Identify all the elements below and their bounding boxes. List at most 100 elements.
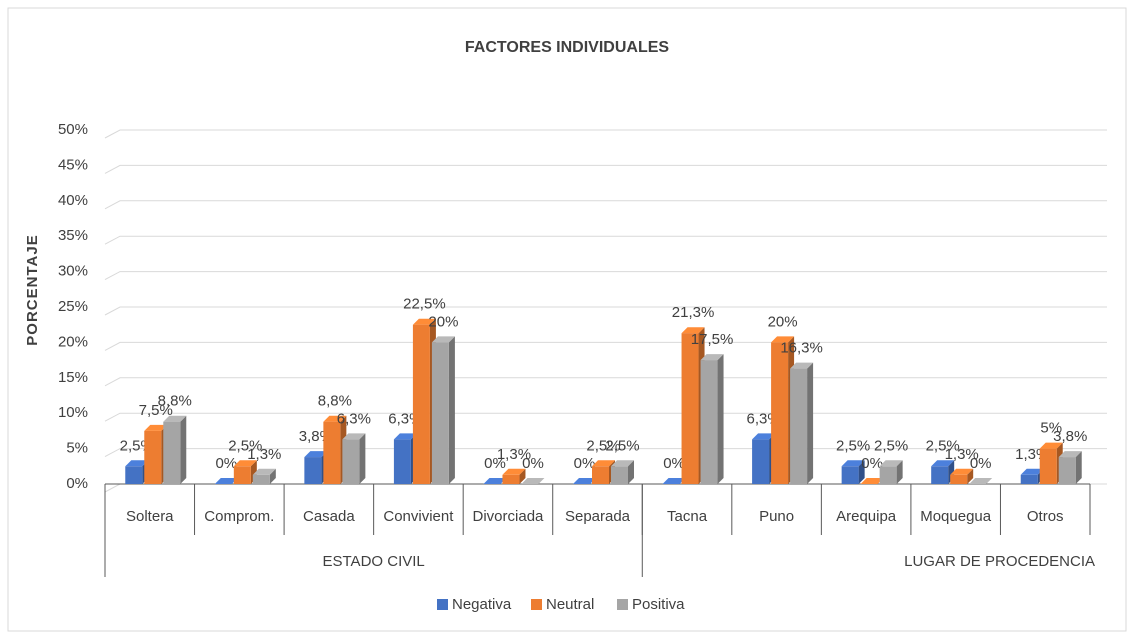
grid-line [104,200,1107,210]
bar [233,466,251,484]
y-tick-label: 30% [58,263,88,280]
chart-border [7,7,1127,632]
data-label: 2,5% [586,437,620,454]
x-tick-label: Separada [565,508,631,525]
y-tick-label: 35% [58,227,88,244]
bar-top [1039,442,1063,449]
bar-3d [502,468,526,484]
bar-3d [573,478,596,484]
data-label: 0% [970,455,992,472]
bar-side [180,415,187,484]
y-tick-label: 40% [58,192,88,209]
bar-3d [342,433,366,484]
data-label: 2,5% [874,437,908,454]
data-label: 0% [574,455,596,472]
data-label: 0% [861,455,883,472]
y-tick-label: 50% [58,121,88,138]
legend-swatch [531,599,542,610]
grid-line [104,129,1107,139]
data-label: 20% [428,313,458,330]
bar-side [1075,451,1082,484]
bar [879,466,897,484]
data-label: 1,3% [247,446,281,463]
bar-side [448,336,455,484]
x-tick-label: Soltera [126,508,174,525]
bar-3d [879,460,903,484]
x-tick-label: Casada [303,508,355,525]
bar [431,342,449,484]
grid-line [104,306,1107,316]
data-label: 17,5% [691,331,734,348]
bar [1058,457,1076,484]
bar-side [896,460,903,484]
bar-top [969,478,993,484]
bar-side [628,460,634,484]
data-label: 16,3% [780,340,823,357]
bar-3d [969,478,993,484]
bar [681,333,699,484]
bar [502,474,520,484]
y-tick-label: 45% [58,156,88,173]
bar [323,421,341,484]
data-label: 6,3% [337,410,371,427]
data-label: 1,3% [497,446,531,463]
data-label: 21,3% [672,304,715,321]
bar-side [967,468,974,484]
data-label: 5% [1040,420,1062,437]
bar-3d [252,468,276,484]
bar-top [431,336,455,343]
bar-top [483,478,507,484]
bar-top [790,362,814,369]
bar-3d [662,478,686,484]
data-label: 20% [768,313,798,330]
data-label: 3,8% [1053,428,1087,445]
data-label: 1,3% [945,446,979,463]
x-tick-label: Puno [759,508,794,525]
bar [592,466,609,484]
bar-top [860,478,884,484]
bar-top [1058,451,1082,458]
bar [1039,448,1057,484]
bar [412,324,430,484]
bar [252,474,270,484]
bar-top [412,318,436,325]
bar [1020,474,1038,484]
bar [304,457,322,484]
x-tick-label: Convivient [383,508,454,525]
x-tick-label: Otros [1027,508,1064,525]
data-label: 2,5% [605,437,639,454]
data-label: 22,5% [403,296,446,313]
x-tick-label: Comprom. [204,508,274,525]
data-label: 8,8% [158,393,192,410]
bar-top [233,460,257,467]
bar [790,368,808,484]
group-label: LUGAR DE PROCEDENCIA [904,553,1095,570]
bar-top [681,327,705,334]
bar-top [304,451,328,458]
legend-swatch [437,599,448,610]
bar-3d [431,336,455,484]
bar-top [931,460,955,467]
bar-3d [790,362,814,484]
data-label: 2,5% [926,437,960,454]
bar-top [841,460,865,467]
bar-3d [860,478,884,484]
bar-side [359,433,366,484]
data-label: 7,5% [139,402,173,419]
grid-line [104,164,1107,174]
bar [163,421,181,484]
legend-label: Positiva [632,596,685,613]
bar-3d [700,354,724,484]
bar [841,466,859,484]
bar [611,466,628,484]
data-label: 2,5% [228,437,262,454]
bar [931,466,949,484]
bar-top [592,460,615,467]
bar-side [269,468,276,484]
x-tick-label: Moquegua [920,508,992,525]
bar-top [323,415,347,422]
grid-line [104,271,1107,281]
bar-top [393,433,417,440]
bar-top [611,460,634,467]
